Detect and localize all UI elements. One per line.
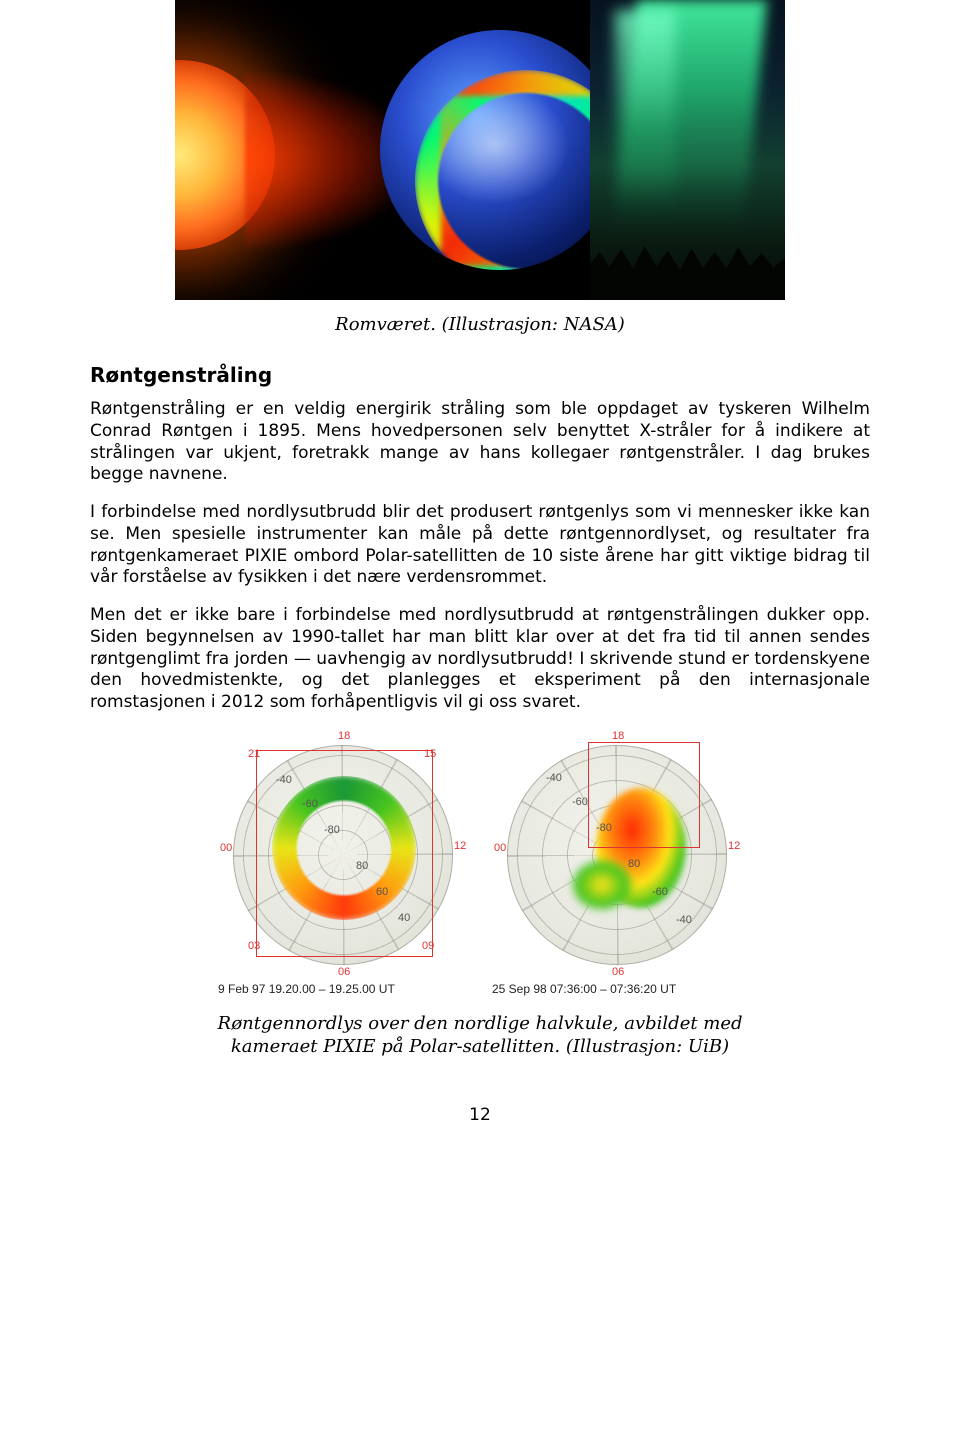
mlt-label: 12 [728,840,740,852]
globe-panel-1: 18 15 12 09 06 03 00 21 -40 -60 -80 80 6… [218,730,468,996]
figure2-row: 18 15 12 09 06 03 00 21 -40 -60 -80 80 6… [210,730,750,996]
mlt-label: 06 [612,966,624,978]
lat-label: -40 [676,914,692,926]
figure2-caption: Røntgennordlys over den nordlige halvkul… [210,1012,750,1059]
lat-label: -80 [596,822,612,834]
lat-label: -60 [652,886,668,898]
paragraph-3: Men det er ikke bare i forbindelse med n… [90,605,870,714]
paragraph-1: Røntgenstråling er en veldig energirik s… [90,399,870,486]
mlt-label: 18 [612,730,624,742]
mlt-label: 09 [422,940,434,952]
aurora-photo [590,0,785,300]
lat-label: -40 [276,774,292,786]
figure1-image [175,0,785,300]
lat-label: -40 [546,772,562,784]
document-page: Romværet. (Illustrasjon: NASA) Røntgenst… [0,0,960,1165]
mlt-label: 18 [338,730,350,742]
globe1-time-label: 9 Feb 97 19.20.00 – 19.25.00 UT [218,982,468,996]
section-heading: Røntgenstråling [90,363,870,387]
aurora-beam-icon [615,10,675,210]
lat-label: 80 [356,860,368,872]
lat-label: 40 [398,912,410,924]
mlt-label: 21 [248,748,260,760]
figure-pixie-globes: 18 15 12 09 06 03 00 21 -40 -60 -80 80 6… [210,730,750,1059]
lat-label: 80 [628,858,640,870]
lat-label: -60 [302,798,318,810]
lat-label: -60 [572,796,588,808]
globe-panel-2: 18 12 06 00 -40 -60 -80 80 -60 -40 25 Se… [492,730,742,996]
lat-label: -80 [324,824,340,836]
mlt-label: 06 [338,966,350,978]
mlt-label: 15 [424,748,436,760]
mlt-label: 03 [248,940,260,952]
globe-box-1: 18 15 12 09 06 03 00 21 -40 -60 -80 80 6… [218,730,468,980]
figure2-caption-line1: Røntgennordlys over den nordlige halvkul… [217,1013,742,1034]
page-number: 12 [90,1105,870,1125]
globe2-time-label: 25 Sep 98 07:36:00 – 07:36:20 UT [492,982,742,996]
treeline-icon [590,240,785,300]
aurora-blob-icon [572,860,632,910]
mlt-label: 00 [494,842,506,854]
globe-box-2: 18 12 06 00 -40 -60 -80 80 -60 -40 [492,730,742,980]
figure1-caption: Romværet. (Illustrasjon: NASA) [175,314,785,335]
figure2-caption-line2: kameraet PIXIE på Polar-satellitten. (Il… [231,1036,729,1057]
paragraph-2: I forbindelse med nordlysutbrudd blir de… [90,502,870,589]
mlt-label: 12 [454,840,466,852]
figure-space-weather: Romværet. (Illustrasjon: NASA) [175,0,785,335]
lat-label: 60 [376,886,388,898]
mlt-label: 00 [220,842,232,854]
earth-icon [380,30,620,270]
